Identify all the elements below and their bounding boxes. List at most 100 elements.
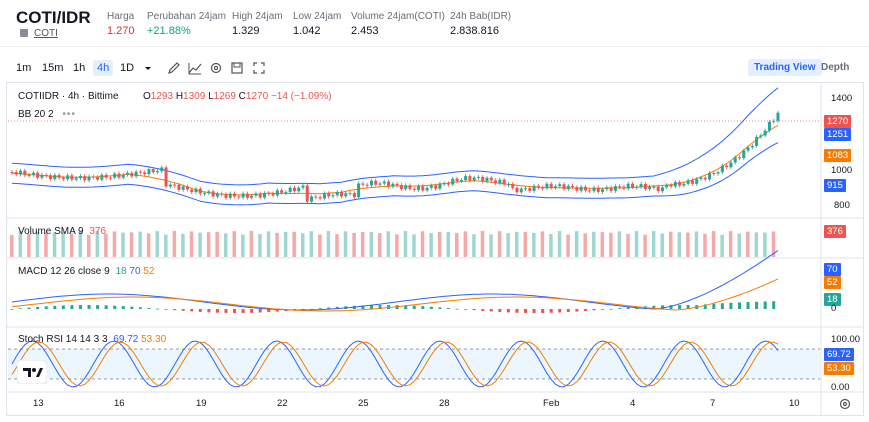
volume-bar xyxy=(360,231,365,257)
candle xyxy=(618,186,622,188)
low-value: 1269 xyxy=(213,91,236,102)
draw-icon[interactable] xyxy=(166,60,182,76)
volume-bar xyxy=(232,231,237,257)
macd-histogram-bar xyxy=(626,307,630,309)
macd-histogram-bar xyxy=(190,309,194,312)
indicator-icon[interactable] xyxy=(187,60,203,76)
stoch-legend: Stoch RSI 14 14 3 3 69.72 53.30 xyxy=(18,334,166,345)
candle xyxy=(40,174,44,178)
chart-settings-icon[interactable] xyxy=(838,397,852,411)
volume-bar xyxy=(52,232,57,257)
macd-histogram-bar xyxy=(763,301,767,309)
macd-histogram-bar xyxy=(446,308,450,309)
volume-bar xyxy=(69,233,74,257)
coin-link[interactable]: COTI xyxy=(34,28,58,39)
candle xyxy=(378,183,382,185)
candle xyxy=(327,193,331,197)
candle xyxy=(49,175,53,180)
timeframe-1h[interactable]: 1h xyxy=(73,62,86,74)
volume-bar xyxy=(61,231,65,257)
timeframe-1d[interactable]: 1D xyxy=(120,62,135,74)
volume-bar xyxy=(669,231,673,257)
candle xyxy=(177,185,181,190)
volume-bar xyxy=(121,232,125,257)
tradingview-logo[interactable] xyxy=(17,360,47,384)
volume-bar xyxy=(549,234,553,257)
change-value: −14 (−1.09%) xyxy=(270,91,332,102)
macd-histogram-bar xyxy=(618,308,622,309)
volume-bar xyxy=(660,233,664,257)
candle xyxy=(656,186,660,192)
candle xyxy=(10,172,14,173)
more-options-icon[interactable]: ••• xyxy=(62,109,76,120)
volume-bar xyxy=(181,233,185,257)
candle xyxy=(464,176,468,181)
macd-signal-value: 52 xyxy=(143,266,155,277)
candle xyxy=(288,187,292,193)
macd-histogram-bar xyxy=(686,305,690,309)
candle xyxy=(297,187,301,192)
macd-histogram-bar xyxy=(267,309,271,313)
macd-histogram-bar xyxy=(532,309,536,313)
volume-bar xyxy=(686,232,690,257)
volume-bar xyxy=(326,231,331,257)
candle xyxy=(228,193,232,198)
candle xyxy=(258,193,262,198)
candle xyxy=(224,194,228,198)
volume-bar xyxy=(343,231,348,257)
macd-histogram-bar xyxy=(558,309,562,313)
candle xyxy=(605,187,609,190)
candle xyxy=(310,196,314,202)
macd-histogram-bar xyxy=(327,307,331,309)
candle xyxy=(528,188,532,191)
chevron-down-icon[interactable] xyxy=(140,60,156,76)
stoch-d-value: 53.30 xyxy=(141,334,167,345)
volume-bar xyxy=(463,231,468,257)
stat-label: Low 24jam xyxy=(293,11,342,22)
timeframe-1m[interactable]: 1m xyxy=(16,62,32,74)
macd-histogram-bar xyxy=(87,305,91,309)
volume-bar xyxy=(249,231,254,257)
volume-bar xyxy=(497,231,502,257)
time-tick: 7 xyxy=(710,398,716,409)
volume-bar xyxy=(437,231,442,257)
candle xyxy=(583,186,587,191)
volume-bar xyxy=(138,231,142,257)
fullscreen-icon[interactable] xyxy=(251,60,267,76)
trading-view-button[interactable]: Trading View xyxy=(748,59,822,76)
volume-bar xyxy=(771,231,776,257)
macd-histogram-bar xyxy=(61,305,65,309)
depth-button[interactable]: Depth xyxy=(821,62,850,73)
stoch-k-line xyxy=(11,340,779,388)
save-icon[interactable] xyxy=(229,60,245,76)
candle xyxy=(220,193,224,195)
macd-histogram-bar xyxy=(318,308,322,310)
candle xyxy=(147,169,151,175)
macd-histogram-bar xyxy=(772,301,776,309)
bb-legend[interactable]: BB 20 2 ••• xyxy=(18,109,76,120)
candle xyxy=(275,190,279,196)
stoch-k-tag: 69.72 xyxy=(824,348,854,361)
candle xyxy=(639,184,643,187)
stat-label: Perubahan 24jam xyxy=(147,11,226,22)
volume-bar xyxy=(711,231,716,257)
candle xyxy=(716,172,720,174)
volume-bar xyxy=(583,233,587,257)
timeframe-15m[interactable]: 15m xyxy=(42,62,64,74)
stoch-k-value: 69.72 xyxy=(113,334,139,345)
volume-bar xyxy=(703,233,707,257)
macd-histogram-bar xyxy=(660,305,664,309)
candle xyxy=(635,186,639,188)
bb-basis-tag: 1083 xyxy=(824,149,852,162)
settings-icon[interactable] xyxy=(208,60,224,76)
candle xyxy=(36,172,40,178)
candle xyxy=(74,178,78,180)
macd-histogram-bar xyxy=(575,309,579,312)
candle xyxy=(113,173,117,178)
last-price-tag: 1270 xyxy=(824,115,852,128)
timeframe-4h[interactable]: 4h xyxy=(93,60,114,76)
candle xyxy=(344,193,348,197)
candle xyxy=(767,121,771,131)
volume-bar xyxy=(557,231,562,257)
